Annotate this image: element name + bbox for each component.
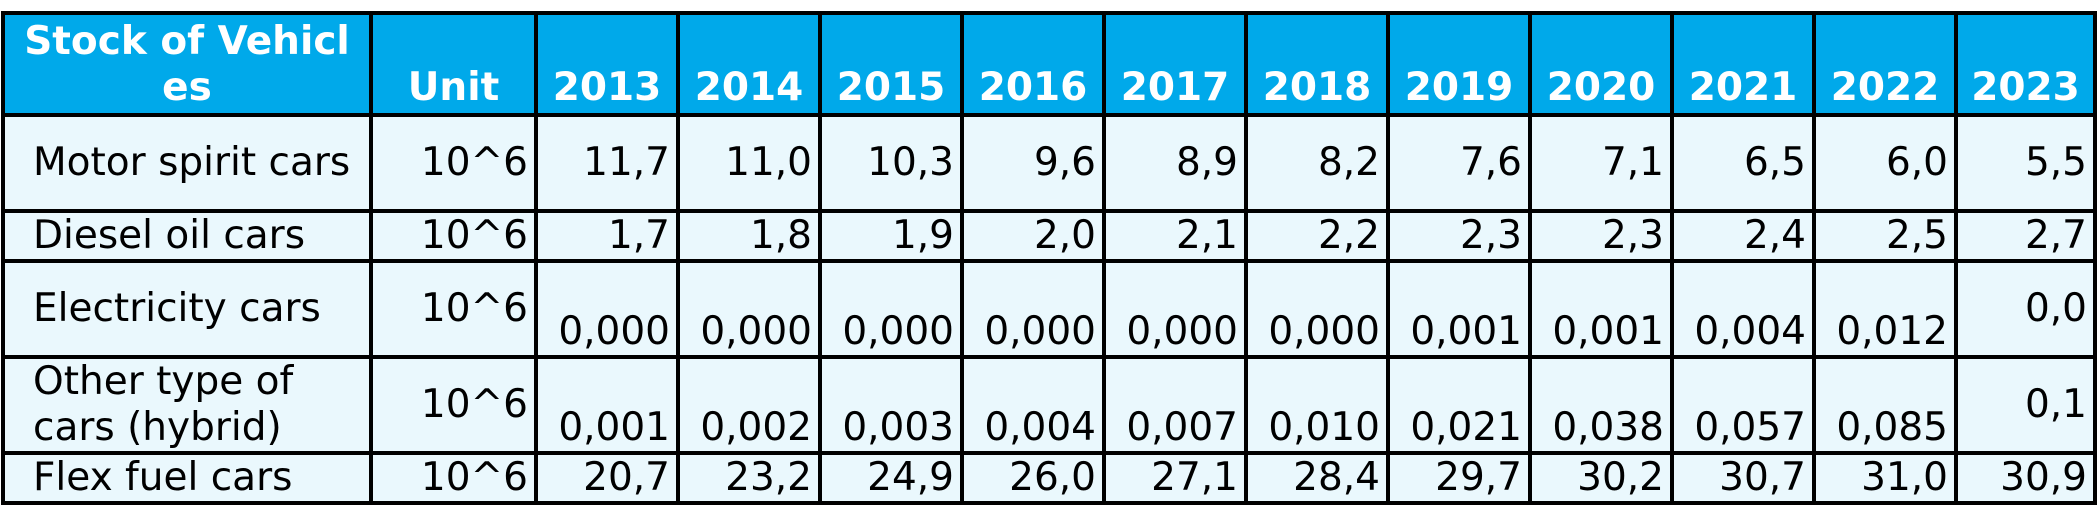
table-cell: 0,004 (960, 355, 1106, 455)
table-cell: 2,3 (1528, 209, 1674, 263)
table-cell: 2,3 (1386, 209, 1532, 263)
table-cell: 0,004 (1670, 259, 1816, 359)
row-unit: 10^6 (369, 451, 538, 505)
table-cell: 0,085 (1812, 355, 1958, 455)
table-cell: 26,0 (960, 451, 1106, 505)
table-cell: 10,3 (818, 113, 964, 213)
header-year: 2013 (534, 11, 680, 117)
table-cell: 0,038 (1528, 355, 1674, 455)
header-year: 2022 (1812, 11, 1958, 117)
table-cell: 0,001 (534, 355, 680, 455)
table-cell: 0,010 (1244, 355, 1390, 455)
table-cell: 24,9 (818, 451, 964, 505)
table-cell: 0,000 (534, 259, 680, 359)
table-cell: 2,4 (1670, 209, 1816, 263)
table-cell: 0,000 (818, 259, 964, 359)
table-cell: 2,0 (960, 209, 1106, 263)
header-year: 2023 (1954, 11, 2097, 117)
table-cell: 6,0 (1812, 113, 1958, 213)
table-row-flex-fuel: Flex fuel cars 10^6 20,7 23,2 24,9 26,0 … (1, 451, 2097, 505)
table-cell: 1,7 (534, 209, 680, 263)
header-unit: Unit (369, 11, 538, 117)
table-cell: 8,9 (1102, 113, 1248, 213)
table-cell: 7,6 (1386, 113, 1532, 213)
row-unit: 10^6 (369, 209, 538, 263)
row-label: Electricity cars (1, 259, 373, 359)
row-unit: 10^6 (369, 355, 538, 455)
table-cell: 30,2 (1528, 451, 1674, 505)
table-cell: 1,8 (676, 209, 822, 263)
table-cell: 0,000 (1244, 259, 1390, 359)
row-unit: 10^6 (369, 113, 538, 213)
header-year: 2018 (1244, 11, 1390, 117)
header-row: Stock of Vehicles Unit 2013 2014 2015 20… (1, 11, 2097, 117)
table-cell: 0,1 (1954, 355, 2097, 455)
table-cell: 0,002 (676, 355, 822, 455)
table-row-electricity: Electricity cars 10^6 0,000 0,000 0,000 … (1, 259, 2097, 359)
header-year: 2014 (676, 11, 822, 117)
table-cell: 23,2 (676, 451, 822, 505)
table-cell: 0,000 (1102, 259, 1248, 359)
header-year: 2019 (1386, 11, 1532, 117)
table-cell: 0,012 (1812, 259, 1958, 359)
table-cell: 20,7 (534, 451, 680, 505)
header-title: Stock of Vehicles (1, 11, 373, 117)
table-cell: 0,003 (818, 355, 964, 455)
table-cell: 31,0 (1812, 451, 1958, 505)
table-cell: 8,2 (1244, 113, 1390, 213)
header-year: 2021 (1670, 11, 1816, 117)
table-cell: 0,021 (1386, 355, 1532, 455)
table-cell: 0,0 (1954, 259, 2097, 359)
table-cell: 11,0 (676, 113, 822, 213)
table-cell: 1,9 (818, 209, 964, 263)
row-label: Other type of cars (hybrid) (1, 355, 373, 455)
table-cell: 0,001 (1528, 259, 1674, 359)
table-row-motor-spirit: Motor spirit cars 10^6 11,7 11,0 10,3 9,… (1, 113, 2097, 213)
table-cell: 11,7 (534, 113, 680, 213)
vehicle-stock-table: Stock of Vehicles Unit 2013 2014 2015 20… (1, 11, 2097, 505)
table-cell: 2,1 (1102, 209, 1248, 263)
table-row-diesel: Diesel oil cars 10^6 1,7 1,8 1,9 2,0 2,1… (1, 209, 2097, 263)
table-cell: 30,7 (1670, 451, 1816, 505)
table-cell: 0,000 (676, 259, 822, 359)
row-label: Flex fuel cars (1, 451, 373, 505)
table-cell: 0,001 (1386, 259, 1532, 359)
table-cell: 30,9 (1954, 451, 2097, 505)
header-year: 2017 (1102, 11, 1248, 117)
table-cell: 2,7 (1954, 209, 2097, 263)
table-cell: 9,6 (960, 113, 1106, 213)
row-unit: 10^6 (369, 259, 538, 359)
row-label: Motor spirit cars (1, 113, 373, 213)
row-label: Diesel oil cars (1, 209, 373, 263)
table-cell: 2,2 (1244, 209, 1390, 263)
table-cell: 5,5 (1954, 113, 2097, 213)
table-cell: 0,057 (1670, 355, 1816, 455)
table-cell: 29,7 (1386, 451, 1532, 505)
table-cell: 0,000 (960, 259, 1106, 359)
table-row-hybrid: Other type of cars (hybrid) 10^6 0,001 0… (1, 355, 2097, 455)
table-cell: 7,1 (1528, 113, 1674, 213)
table-cell: 27,1 (1102, 451, 1248, 505)
table-cell: 28,4 (1244, 451, 1390, 505)
table-cell: 0,007 (1102, 355, 1248, 455)
table-cell: 2,5 (1812, 209, 1958, 263)
header-year: 2020 (1528, 11, 1674, 117)
header-year: 2015 (818, 11, 964, 117)
table-cell: 6,5 (1670, 113, 1816, 213)
header-year: 2016 (960, 11, 1106, 117)
